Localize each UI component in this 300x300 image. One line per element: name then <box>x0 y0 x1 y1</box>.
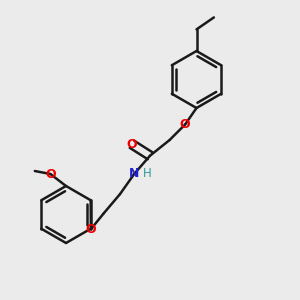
Text: O: O <box>127 138 137 151</box>
Text: N: N <box>129 167 140 180</box>
Text: O: O <box>180 118 190 131</box>
Text: H: H <box>142 167 152 180</box>
Text: O: O <box>45 167 56 181</box>
Text: O: O <box>85 223 96 236</box>
